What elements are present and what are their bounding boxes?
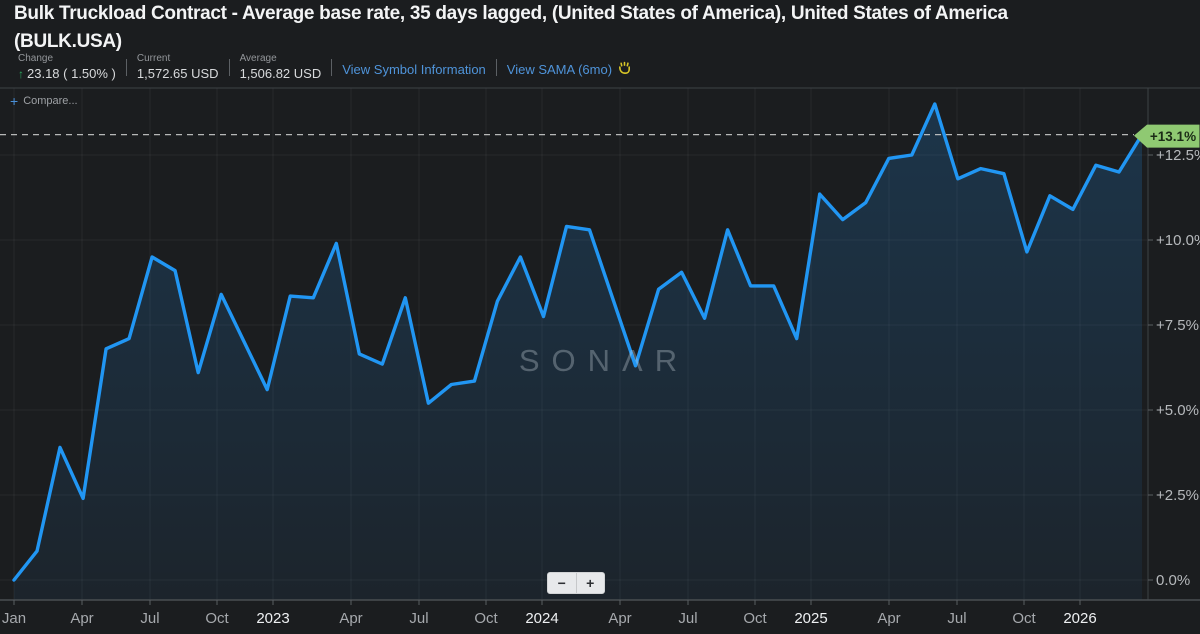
x-axis-label[interactable]: 2024 [525, 610, 558, 627]
view-symbol-information-link[interactable]: View Symbol Information [342, 62, 486, 77]
change-label: Change [18, 53, 54, 64]
current-stat: Current 1,572.65 USD [137, 53, 219, 83]
x-axis-label[interactable]: Jul [947, 610, 966, 627]
area-fill [14, 104, 1142, 600]
x-axis-label[interactable]: Apr [70, 610, 93, 627]
change-value: 23.18 ( 1.50% ) [27, 66, 116, 81]
x-axis-label[interactable]: 2023 [256, 610, 289, 627]
separator [125, 59, 127, 76]
x-axis-label[interactable]: Oct [474, 610, 498, 627]
y-axis-label[interactable]: +7.5% [1156, 317, 1199, 334]
x-axis-label[interactable]: Jan [2, 610, 26, 627]
x-axis-label[interactable]: Oct [743, 610, 767, 627]
y-axis-label[interactable]: +12.5% [1156, 147, 1200, 164]
x-axis-label[interactable]: Apr [608, 610, 631, 627]
change-stat: Change ↑ 23.18 ( 1.50% ) [18, 53, 116, 83]
stats-bar: Change ↑ 23.18 ( 1.50% ) Current 1,572.65… [18, 53, 632, 85]
x-axis-label[interactable]: Jul [140, 610, 159, 627]
sonar-watermark: SONΛR [518, 343, 690, 378]
last-value-badge: +13.1% [1134, 124, 1200, 148]
plus-icon: + [10, 92, 19, 109]
x-axis-label[interactable]: 2026 [1063, 610, 1096, 627]
page-title: Bulk Truckload Contract - Average base r… [14, 3, 1008, 24]
current-value: 1,572.65 USD [136, 66, 219, 81]
clapping-hands-icon [617, 61, 632, 81]
compare-button[interactable]: + Compare... [10, 92, 78, 109]
average-value: 1,506.82 USD [239, 66, 322, 81]
page-title-symbol: (BULK.USA) [14, 31, 122, 52]
x-axis-label[interactable]: 2025 [794, 610, 827, 627]
current-label: Current [136, 53, 171, 64]
zoom-out-button[interactable]: − [557, 575, 566, 591]
separator [495, 59, 497, 76]
y-axis-label[interactable]: +2.5% [1156, 487, 1199, 504]
average-label: Average [239, 53, 277, 64]
x-axis-label[interactable]: Jul [409, 610, 428, 627]
badge-value: +13.1% [1150, 129, 1196, 144]
x-axis-label[interactable]: Oct [1012, 610, 1036, 627]
zoom-divider [575, 573, 577, 593]
up-arrow-icon: ↑ [18, 67, 24, 81]
view-sama-link[interactable]: View SAMA (6mo) [506, 62, 613, 77]
zoom-in-button[interactable]: + [586, 575, 595, 591]
x-axis-label[interactable]: Oct [205, 610, 229, 627]
compare-label: Compare... [23, 95, 78, 107]
zoom-control: − + [547, 572, 605, 594]
y-axis-label[interactable]: +10.0% [1156, 232, 1200, 249]
x-axis-label[interactable]: Apr [339, 610, 362, 627]
separator [331, 59, 333, 76]
y-axis-label[interactable]: 0.0% [1156, 572, 1190, 589]
x-axis-label[interactable]: Jul [678, 610, 697, 627]
price-line [12, 102, 1144, 582]
y-axis-label[interactable]: +5.0% [1156, 402, 1199, 419]
x-axis-label[interactable]: Apr [877, 610, 900, 627]
separator [228, 59, 230, 76]
badge-shape [1134, 124, 1200, 148]
average-stat: Average 1,506.82 USD [240, 53, 322, 83]
